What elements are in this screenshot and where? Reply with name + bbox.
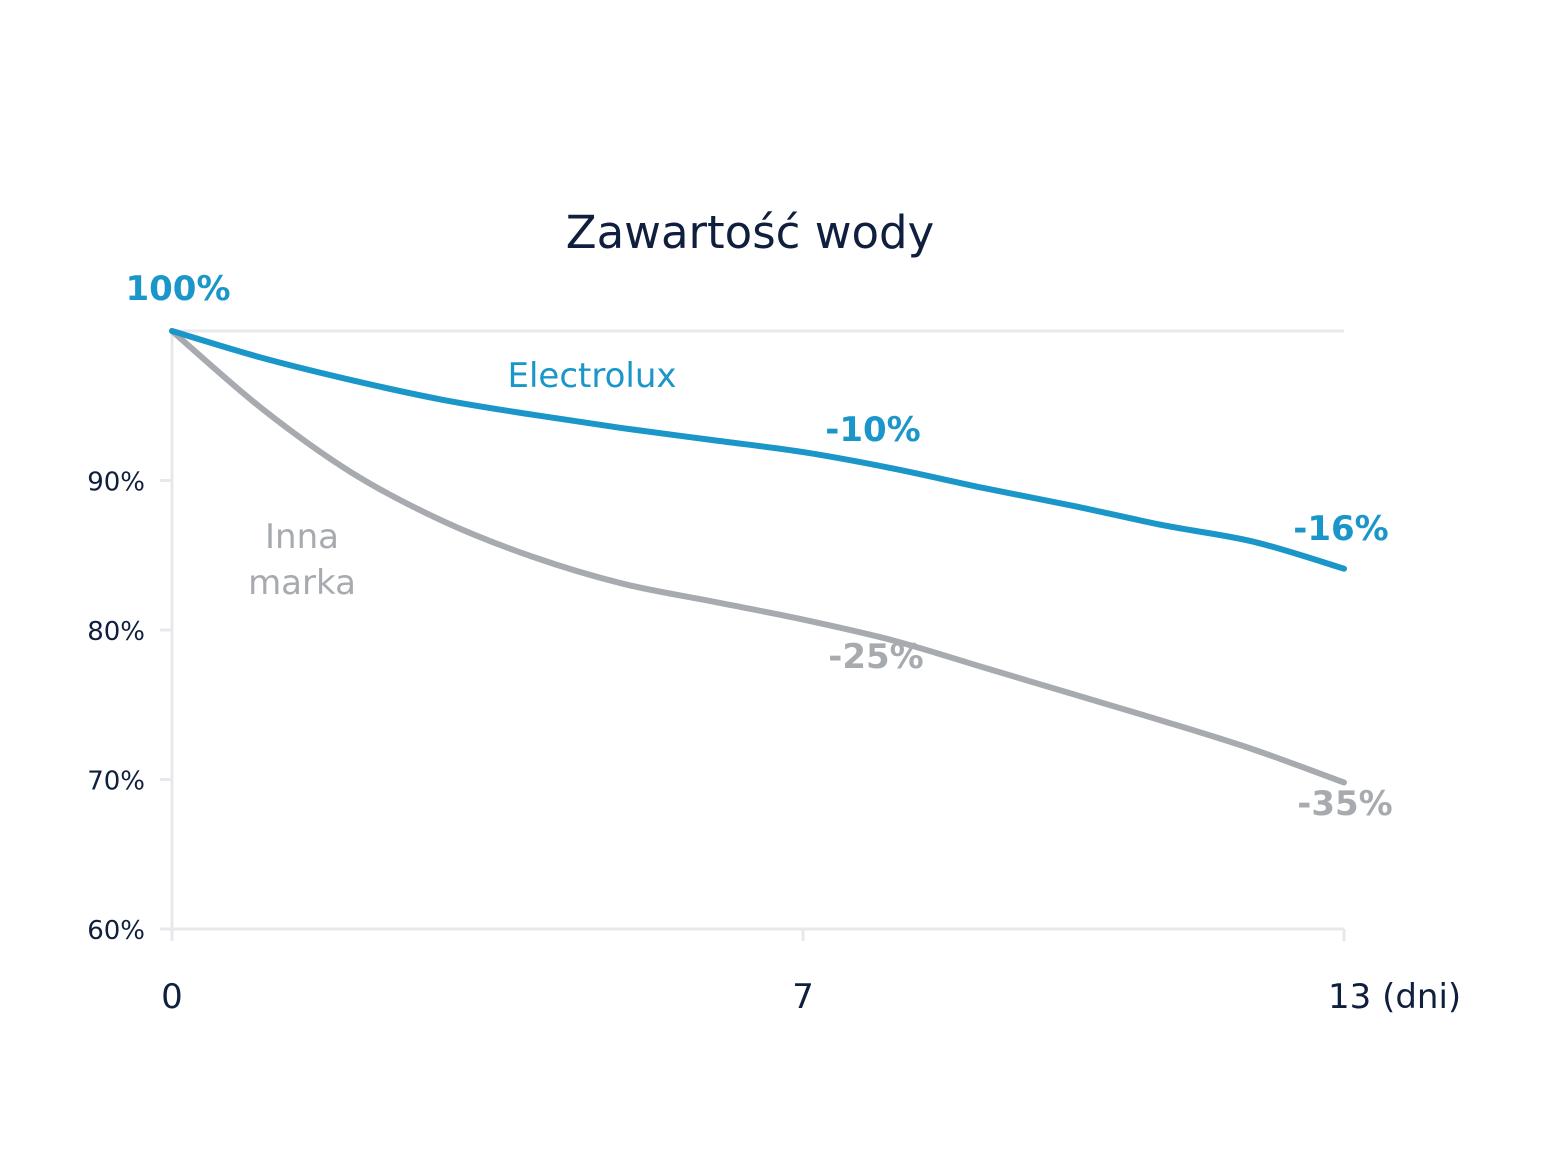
electrolux-line bbox=[169, 328, 1347, 572]
electrolux-start-label: 100% bbox=[125, 269, 230, 309]
other-brand-name-line2: marka bbox=[248, 563, 356, 603]
x-tick-label: 0 bbox=[161, 977, 183, 1017]
x-tick-label: 13 (dni) bbox=[1328, 977, 1461, 1017]
y-tick-label: 90% bbox=[87, 468, 145, 498]
y-tick-label: 80% bbox=[87, 617, 145, 647]
electrolux-day7-label: -10% bbox=[825, 410, 921, 450]
y-tick-label: 60% bbox=[87, 916, 145, 946]
chart-title: Zawartość wody bbox=[566, 206, 934, 259]
axes bbox=[162, 329, 1344, 939]
other-brand-day7-label: -25% bbox=[828, 637, 924, 677]
x-tick-label: 7 bbox=[792, 977, 814, 1017]
electrolux-day13-label: -16% bbox=[1293, 509, 1389, 549]
y-tick-label: 70% bbox=[87, 767, 145, 797]
y-axis-ticks: 90% 80% 70% 60% bbox=[87, 468, 172, 946]
x-axis-ticks: 0 7 13 (dni) bbox=[161, 929, 1461, 1017]
other-brand-line bbox=[169, 328, 1347, 786]
other-brand-name-line1: Inna bbox=[265, 517, 339, 557]
other-brand-day13-label: -35% bbox=[1297, 784, 1393, 824]
series-lines bbox=[169, 328, 1347, 786]
electrolux-series-name: Electrolux bbox=[507, 356, 676, 396]
